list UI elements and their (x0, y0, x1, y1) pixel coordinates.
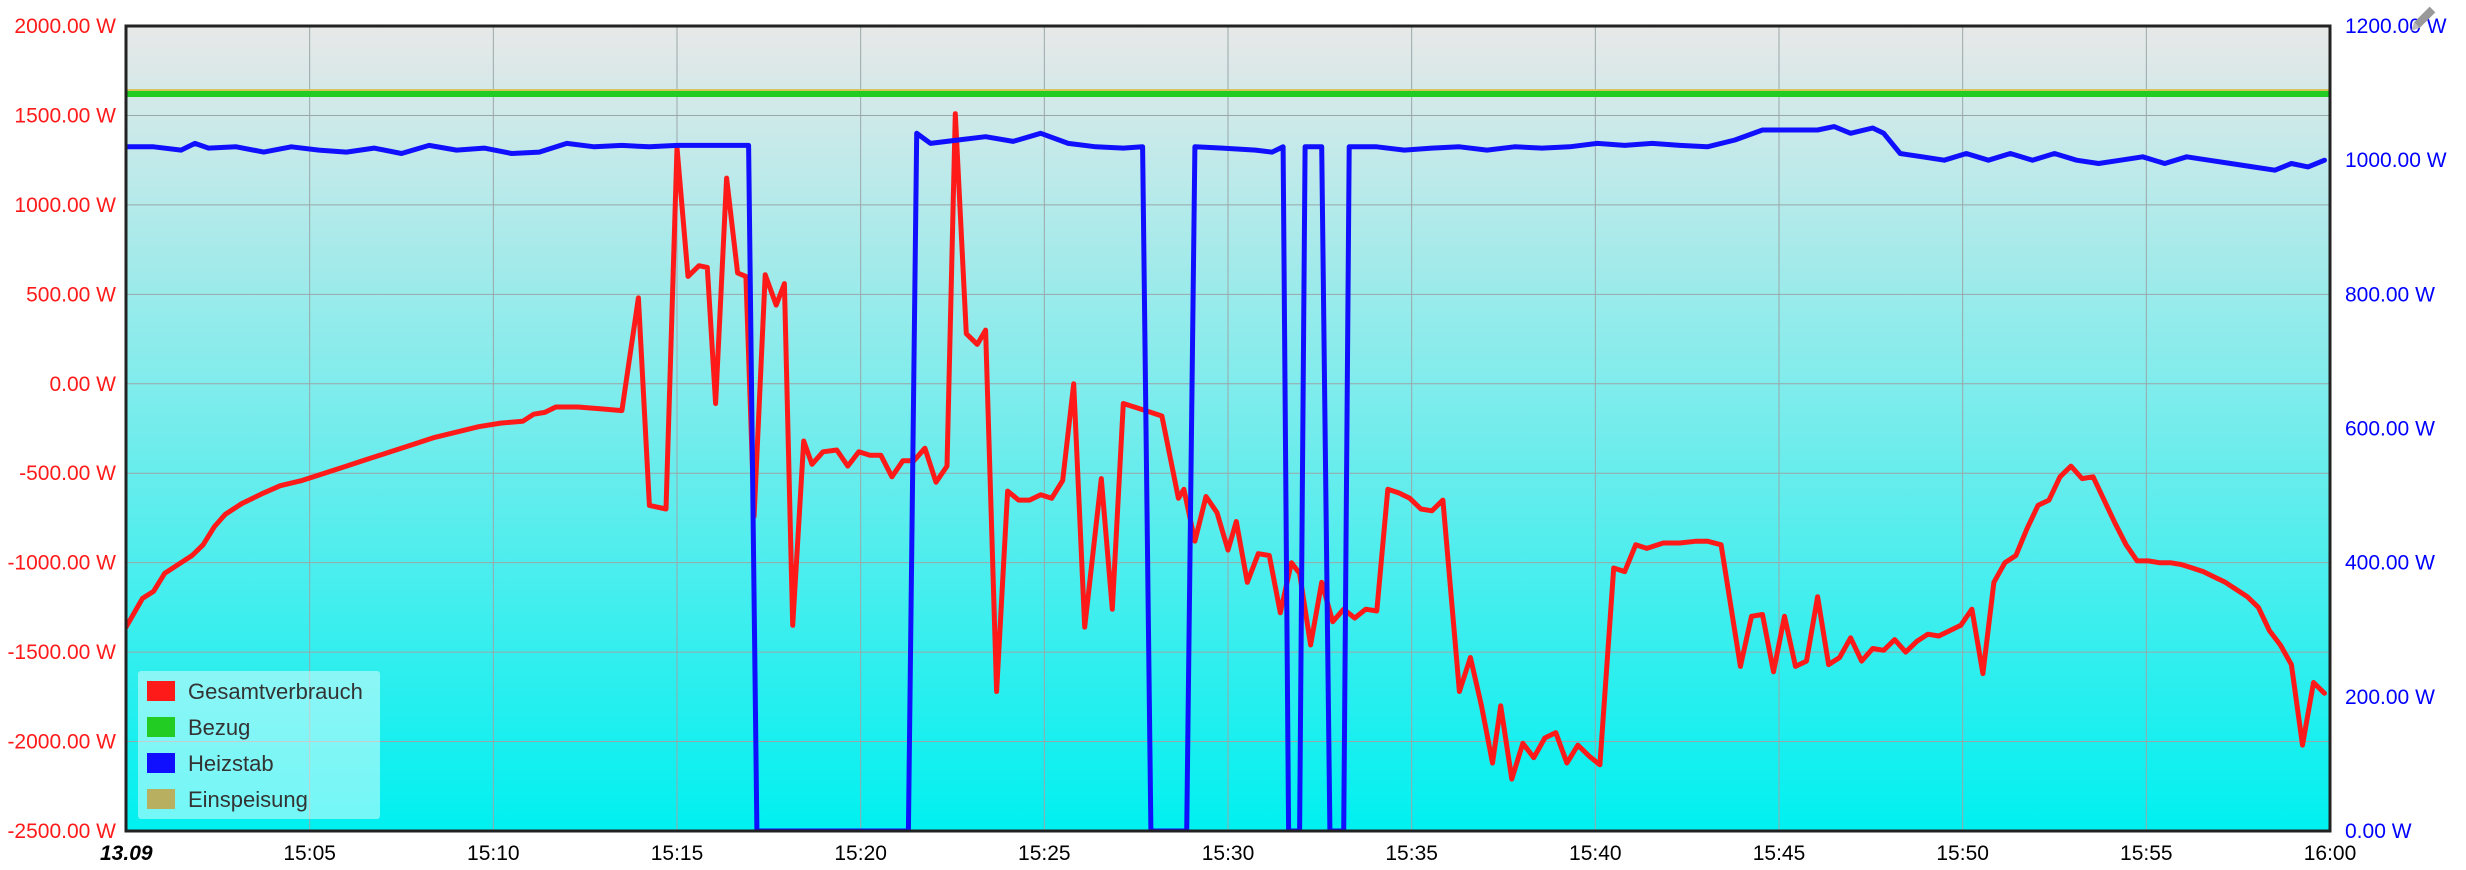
y-right-tick-label: 0.00 W (2345, 820, 2412, 843)
x-tick-label: 15:35 (1385, 842, 1438, 865)
y-left-tick-label: -2500.00 W (7, 820, 116, 843)
x-tick-label: 16:00 (2304, 842, 2357, 865)
y-right-tick-label: 400.00 W (2345, 552, 2435, 575)
legend-label: Gesamtverbrauch (188, 679, 363, 704)
legend-label: Einspeisung (188, 787, 308, 812)
x-tick-label: 15:20 (834, 842, 887, 865)
x-tick-label: 15:30 (1202, 842, 1255, 865)
x-tick-label: 15:45 (1753, 842, 1806, 865)
legend: Gesamtverbrauch Bezug Heizstab Einspeisung (138, 671, 380, 819)
right-axis: 1200.00 W 1000.00 W 800.00 W 600.00 W 400.00… (2345, 15, 2447, 843)
left-axis: 2000.00 W 1500.00 W 1000.00 W 500.00 W 0.00 … (7, 15, 116, 843)
y-left-tick-label: 0.00 W (49, 373, 116, 396)
plot-border (124, 24, 2332, 833)
y-right-tick-label: 1000.00 W (2345, 149, 2447, 172)
x-tick-label: 15:25 (1018, 842, 1071, 865)
y-left-tick-label: 500.00 W (26, 283, 116, 306)
y-left-tick-label: -2000.00 W (7, 731, 116, 754)
y-right-tick-label: 600.00 W (2345, 418, 2435, 441)
legend-swatch (147, 753, 175, 773)
y-left-tick-label: -1500.00 W (7, 641, 116, 664)
x-tick-label: 15:55 (2120, 842, 2173, 865)
x-tick-label: 15:15 (651, 842, 704, 865)
x-tick-label: 15:40 (1569, 842, 1622, 865)
x-tick-label: 13.09 (100, 842, 153, 865)
y-left-tick-label: 2000.00 W (14, 15, 116, 38)
y-left-tick-label: -500.00 W (19, 462, 116, 485)
legend-swatch (147, 717, 175, 737)
grid (126, 26, 2330, 831)
legend-swatch (147, 789, 175, 809)
y-right-tick-label: 800.00 W (2345, 283, 2435, 306)
legend-background (138, 671, 380, 819)
legend-label: Bezug (188, 715, 250, 740)
x-axis: 13.09 15:05 15:10 15:15 15:20 15:25 15:30 15:35… (100, 842, 2356, 865)
y-left-tick-label: -1000.00 W (7, 552, 116, 575)
legend-swatch (147, 681, 175, 701)
y-left-tick-label: 1000.00 W (14, 194, 116, 217)
series-group (126, 88, 2330, 831)
y-left-tick-label: 1500.00 W (14, 104, 116, 127)
y-right-tick-label: 200.00 W (2345, 686, 2435, 709)
y-right-tick-label: 1200.00 W (2345, 15, 2447, 38)
x-tick-label: 15:50 (1936, 842, 1989, 865)
x-tick-label: 15:10 (467, 842, 520, 865)
legend-label: Heizstab (188, 751, 274, 776)
series-line-heizstab (126, 124, 2327, 831)
x-tick-label: 15:05 (283, 842, 336, 865)
